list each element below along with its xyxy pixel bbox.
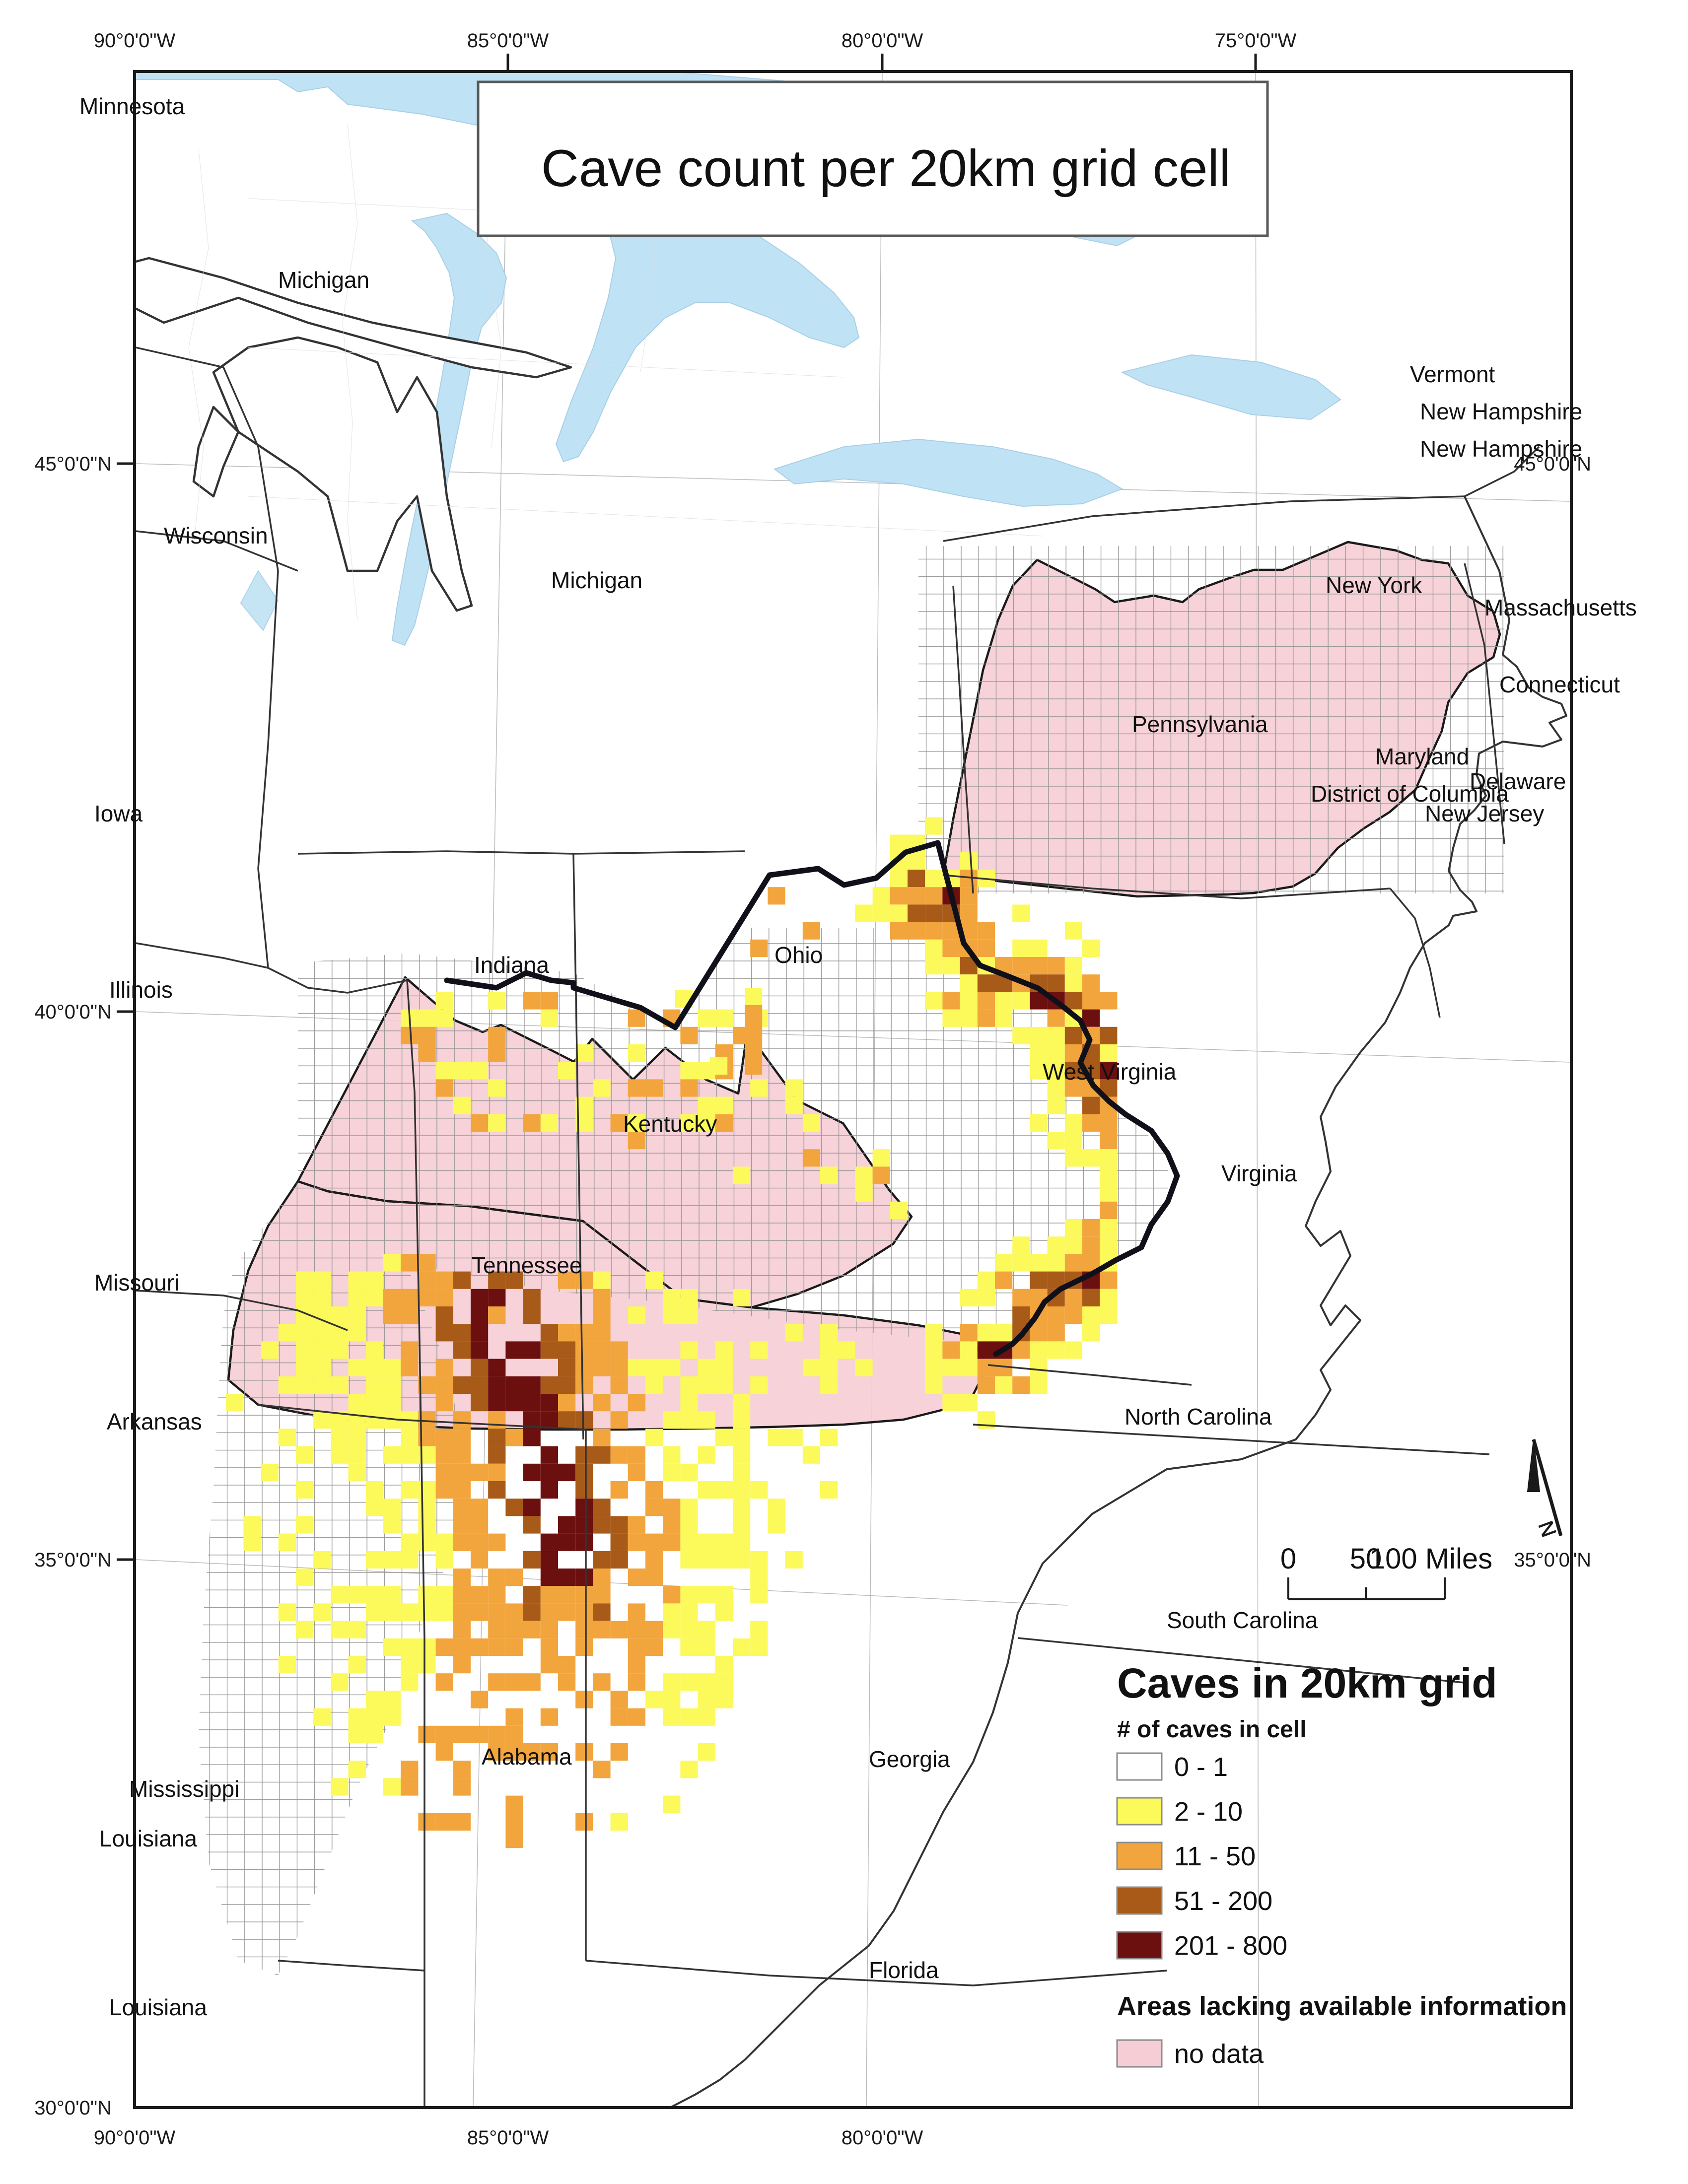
svg-text:75°0'0"W: 75°0'0"W — [1215, 30, 1297, 52]
svg-text:Louisiana: Louisiana — [99, 1826, 197, 1851]
svg-text:Mississippi: Mississippi — [129, 1776, 239, 1802]
svg-text:30°0'0"N: 30°0'0"N — [34, 2097, 112, 2119]
svg-text:Caves in 20km grid: Caves in 20km grid — [1117, 1660, 1497, 1706]
svg-text:2 - 10: 2 - 10 — [1174, 1797, 1243, 1827]
svg-text:Missouri: Missouri — [94, 1270, 179, 1296]
svg-text:85°0'0"W: 85°0'0"W — [467, 2127, 549, 2149]
svg-text:New Hampshire: New Hampshire — [1420, 436, 1582, 462]
svg-text:85°0'0"W: 85°0'0"W — [467, 30, 549, 52]
svg-text:Vermont: Vermont — [1410, 361, 1495, 387]
svg-text:South Carolina: South Carolina — [1167, 1607, 1318, 1633]
svg-text:0 - 1: 0 - 1 — [1174, 1752, 1228, 1782]
svg-text:Cave count per 20km grid cell: Cave count per 20km grid cell — [541, 139, 1231, 198]
svg-text:Tennessee: Tennessee — [472, 1252, 582, 1278]
svg-text:# of caves in cell: # of caves in cell — [1117, 1716, 1307, 1743]
svg-text:Connecticut: Connecticut — [1499, 672, 1620, 697]
svg-text:Massachusetts: Massachusetts — [1484, 595, 1637, 620]
svg-text:Areas lacking available inform: Areas lacking available information — [1117, 1991, 1567, 2021]
svg-text:Pennsylvania: Pennsylvania — [1132, 711, 1268, 737]
svg-text:New York: New York — [1326, 572, 1422, 598]
svg-text:45°0'0"N: 45°0'0"N — [34, 453, 112, 475]
svg-text:no data: no data — [1174, 2039, 1264, 2069]
svg-text:Kentucky: Kentucky — [623, 1111, 717, 1137]
svg-text:80°0'0"W: 80°0'0"W — [842, 2127, 923, 2149]
svg-text:New Hampshire: New Hampshire — [1420, 399, 1582, 424]
svg-text:Ohio: Ohio — [774, 942, 823, 968]
svg-text:Maryland: Maryland — [1375, 744, 1469, 769]
svg-text:District of Columbia: District of Columbia — [1311, 781, 1509, 807]
svg-text:Louisiana: Louisiana — [109, 1994, 207, 2020]
svg-text:Indiana: Indiana — [474, 952, 549, 978]
svg-text:90°0'0"W: 90°0'0"W — [94, 30, 176, 52]
svg-text:51 - 200: 51 - 200 — [1174, 1886, 1272, 1916]
svg-text:100 Miles: 100 Miles — [1369, 1543, 1492, 1575]
svg-text:Iowa: Iowa — [94, 801, 143, 826]
svg-text:Michigan: Michigan — [551, 567, 642, 593]
svg-text:35°0'0"N: 35°0'0"N — [34, 1549, 112, 1571]
svg-text:Virginia: Virginia — [1221, 1160, 1297, 1186]
svg-text:40°0'0"N: 40°0'0"N — [34, 1001, 112, 1023]
svg-text:Arkansas: Arkansas — [107, 1409, 202, 1434]
svg-text:Wisconsin: Wisconsin — [164, 523, 268, 548]
svg-text:Florida: Florida — [869, 1957, 939, 1983]
svg-text:11 - 50: 11 - 50 — [1174, 1842, 1256, 1871]
svg-text:80°0'0"W: 80°0'0"W — [842, 30, 923, 52]
svg-text:0: 0 — [1280, 1543, 1296, 1575]
svg-text:Minnesota: Minnesota — [79, 93, 185, 119]
svg-text:Georgia: Georgia — [869, 1746, 950, 1772]
svg-text:35°0'0"N: 35°0'0"N — [1514, 1549, 1591, 1571]
svg-text:North Carolina: North Carolina — [1125, 1404, 1272, 1430]
svg-text:West Virginia: West Virginia — [1043, 1059, 1177, 1085]
svg-text:Alabama: Alabama — [482, 1744, 572, 1770]
svg-text:Illinois: Illinois — [109, 977, 173, 1003]
svg-text:201 - 800: 201 - 800 — [1174, 1931, 1287, 1961]
svg-text:90°0'0"W: 90°0'0"W — [94, 2127, 176, 2149]
svg-text:Michigan: Michigan — [278, 267, 369, 293]
